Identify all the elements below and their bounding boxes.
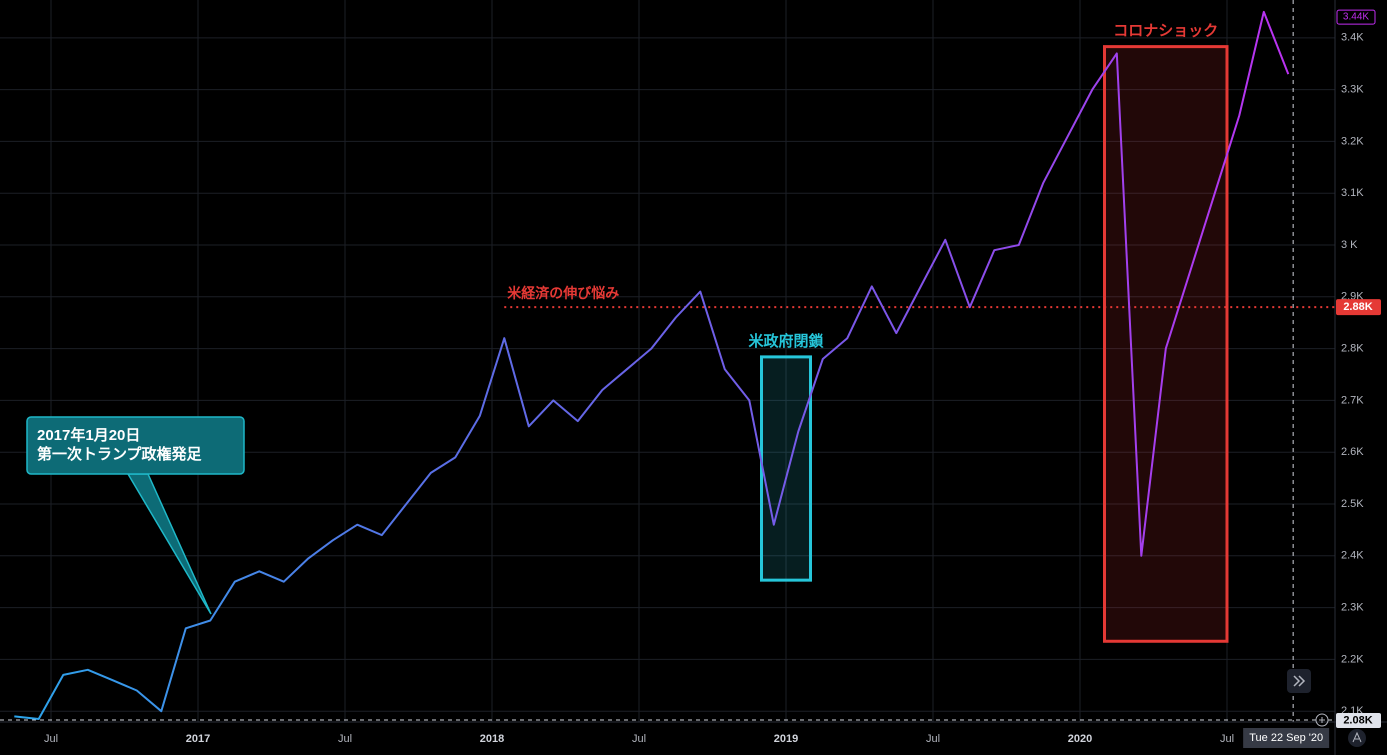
crosshair-date-badge: [1243, 728, 1330, 748]
auto-scale-button[interactable]: [1348, 729, 1366, 747]
scroll-button[interactable]: [1287, 669, 1311, 693]
crosshair-date: Tue 22 Sep '20: [1249, 732, 1323, 744]
callout: 2017年1月20日 第一次トランプ政権発足: [26, 416, 245, 615]
y-tick-label: 3.4K: [1341, 32, 1364, 44]
y-tick-label: 2.4K: [1341, 550, 1364, 562]
x-tick-label: Jul: [44, 733, 58, 745]
auto-letter: [1352, 731, 1362, 743]
y-tick-label: 3.3K: [1341, 84, 1364, 96]
y-tick-label: 3.1K: [1341, 187, 1364, 199]
plot: [14, 10, 1290, 720]
auto-icon[interactable]: [1348, 729, 1366, 747]
highlight-box: [760, 355, 812, 582]
last-badge: [1336, 9, 1376, 25]
callout-text: 第一次トランプ政権発足: [37, 445, 203, 463]
x-tick-label: Jul: [926, 733, 940, 745]
y-tick-label: 2.3K: [1341, 602, 1364, 614]
y-tick-label: 2.8K: [1341, 343, 1364, 355]
grid: [0, 0, 1335, 722]
y-tick-label: 3 K: [1341, 239, 1358, 251]
price-line: [14, 10, 1290, 720]
y-tick-label: 2.6K: [1341, 446, 1364, 458]
zoom-button[interactable]: [1315, 713, 1329, 727]
crosshair-price-badge: [1336, 713, 1381, 728]
button-icon: [1293, 675, 1306, 687]
crosshair-price: 2.08K: [1343, 714, 1372, 726]
callout-box: [26, 416, 245, 475]
box-label: コロナショック: [1113, 23, 1218, 40]
zoom-plus: [1319, 717, 1325, 723]
y-tick-label: 2.7K: [1341, 394, 1364, 406]
x-tick-label: Jul: [632, 733, 646, 745]
level-badge: [1336, 299, 1381, 316]
level-badge-label: 2.88K: [1343, 301, 1372, 313]
y-tick-label: 2.5K: [1341, 498, 1364, 510]
level-text: 米経済の伸び悩み: [507, 285, 619, 301]
callout-text: 2017年1月20日: [37, 426, 140, 444]
last-badge-label: 3.44K: [1343, 12, 1369, 23]
x-tick-label: Jul: [338, 733, 352, 745]
axes: 2.1K2.2K2.3K2.4K2.5K2.6K2.7K2.8K2.9K3 K3…: [44, 9, 1381, 748]
x-tick-label: 2020: [1068, 733, 1092, 745]
x-tick-label: Jul: [1220, 733, 1234, 745]
zoom-icon[interactable]: [1315, 713, 1329, 727]
y-tick-label: 2.2K: [1341, 653, 1364, 665]
highlight-box: [1103, 45, 1229, 643]
x-tick-label: 2017: [186, 733, 210, 745]
x-tick-label: 2018: [480, 733, 504, 745]
x-tick-label: 2019: [774, 733, 798, 745]
y-tick-label: 3.2K: [1341, 135, 1364, 147]
box-label: 米政府閉鎖: [748, 332, 824, 350]
